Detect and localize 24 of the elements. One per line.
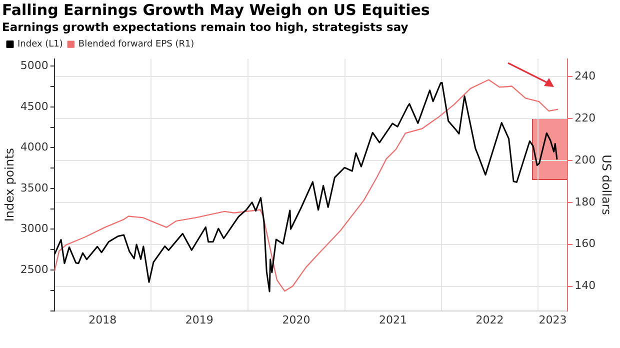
- y2-axis-title: US dollars: [600, 154, 614, 215]
- x-tick-label: 2020: [282, 313, 310, 326]
- y2-tick-label: 240: [574, 69, 596, 82]
- y-tick-label: 3500: [20, 181, 48, 194]
- y-axis-title: Index points: [2, 148, 16, 222]
- x-tick-label: 2019: [185, 313, 214, 326]
- x-tick-label: 2018: [88, 313, 117, 326]
- y2-tick-label: 140: [574, 279, 596, 292]
- x-tick-label: 2022: [476, 313, 504, 326]
- y-tick-label: 4500: [20, 100, 48, 113]
- y-tick-label: 5000: [20, 59, 48, 72]
- legend-label: Index (L1): [18, 40, 63, 50]
- x-tick-label: 2023: [538, 313, 567, 326]
- y2-tick-label: 220: [574, 111, 596, 124]
- x-tick-label: 2021: [379, 313, 407, 326]
- y2-tick-label: 200: [574, 153, 596, 166]
- y-tick-label: 2500: [20, 262, 48, 276]
- y-tick-label: 3000: [20, 222, 48, 236]
- y2-tick-label: 160: [574, 237, 596, 250]
- legend-label: Blended forward EPS (R1): [78, 40, 194, 50]
- chart-subtitle: Earnings growth expectations remain too high, strategists say: [2, 20, 409, 34]
- y2-tick-label: 180: [574, 195, 596, 208]
- chart-title: Falling Earnings Growth May Weigh on US Equities: [2, 0, 430, 19]
- y-tick-label: 4000: [20, 140, 48, 154]
